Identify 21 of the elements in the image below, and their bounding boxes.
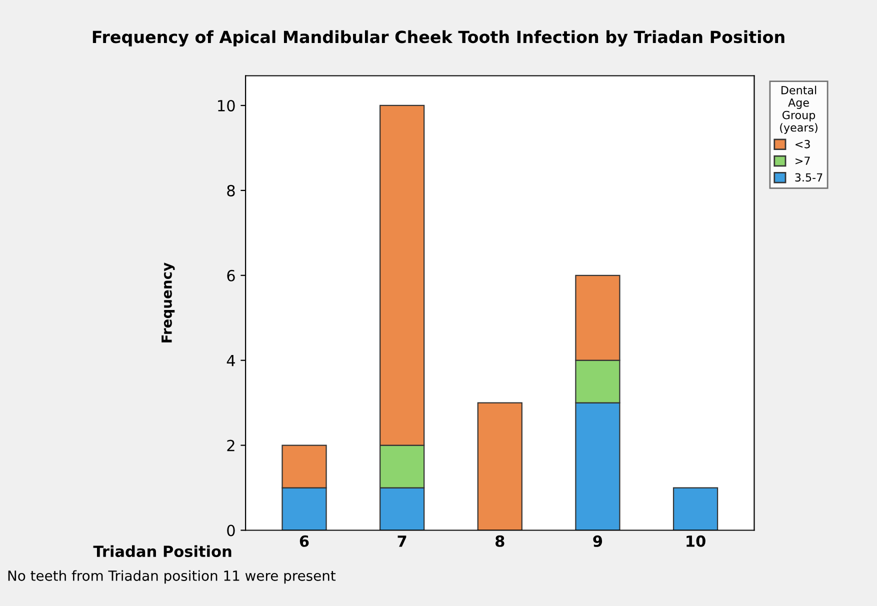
x-tick-label: 6: [300, 535, 309, 547]
bar: [477, 402, 522, 530]
text: No teeth from Triadan position 11 were present: [8, 570, 336, 584]
y-tick-label: 10: [218, 100, 235, 112]
legend-label: 3.5-7: [795, 173, 822, 182]
x-tick-label: 7: [398, 536, 406, 547]
bar: [672, 487, 718, 530]
chart-title: Frequency of Apical Mandibular Cheek Tooth Infection by Triadan Position: [92, 30, 784, 47]
x-tick-label: 8: [496, 535, 504, 547]
x-tick-label: 10: [686, 535, 706, 547]
y-axis-title: Frequency: [162, 262, 175, 342]
legend-label: >7: [796, 156, 810, 165]
y-tick-label: 0: [227, 524, 235, 536]
legend-title: Dental Age Group (years): [780, 86, 818, 134]
x-tick-label: 9: [593, 535, 602, 547]
legend-label: <3: [796, 140, 810, 148]
y-tick-label: 4: [226, 355, 235, 366]
y-tick-label: 2: [227, 440, 234, 452]
y-tick-label: 8: [227, 184, 235, 196]
y-tick-label: 6: [227, 270, 235, 282]
x-axis-title: Triadan Position: [93, 545, 232, 558]
